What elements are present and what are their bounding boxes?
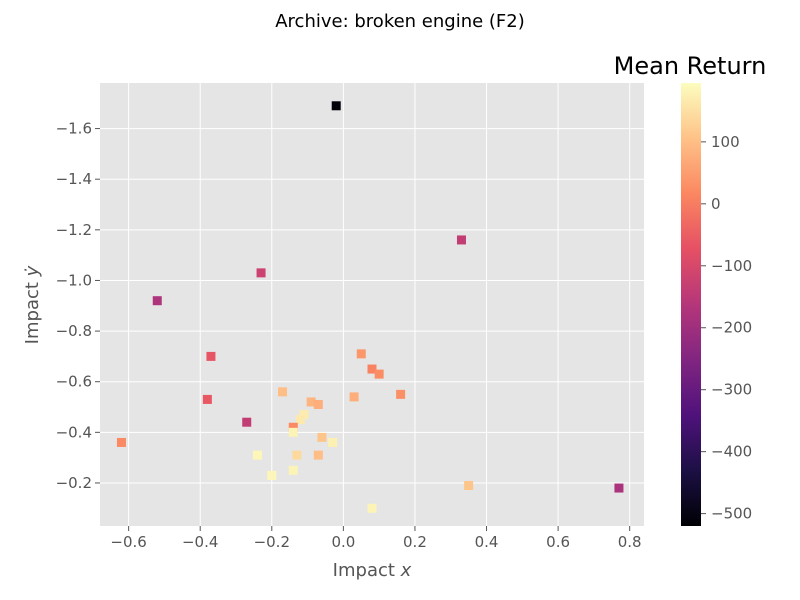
y-tick-label: −0.6 <box>56 373 92 391</box>
plot-area <box>100 83 644 526</box>
scatter-point <box>116 437 126 447</box>
y-axis: −1.6 −1.4 −1.2 −1.0 −0.8 −0.6 −0.4 −0.2 <box>56 120 100 492</box>
x-axis-label: Impact x <box>333 560 412 581</box>
scatter-point <box>256 268 266 278</box>
scatter-point <box>396 389 406 399</box>
scatter-point <box>313 399 323 409</box>
scatter-point <box>288 465 298 475</box>
y-tick-label: −1.6 <box>56 120 92 138</box>
y-tick-label: −1.0 <box>56 271 92 289</box>
scatter-point <box>288 422 298 432</box>
scatter-point <box>313 450 323 460</box>
scatter-point <box>292 450 302 460</box>
y-tick-label: −0.8 <box>56 322 92 340</box>
scatter-point <box>242 417 252 427</box>
scatter-point <box>367 503 377 513</box>
scatter-point <box>252 450 262 460</box>
x-tick-label: 0.2 <box>403 533 427 551</box>
scatter-point <box>278 387 288 397</box>
scatter-point <box>288 427 298 437</box>
scatter-point <box>306 397 316 407</box>
y-tick-label: −1.4 <box>56 170 92 188</box>
colorbar-tick-label: 0 <box>711 195 721 213</box>
colorbar-tick-label: −400 <box>711 443 752 461</box>
scatter-point <box>152 296 162 306</box>
scatter-point <box>299 410 309 420</box>
scatter-point <box>295 415 305 425</box>
colorbar-tick-label: 100 <box>711 133 740 151</box>
y-axis-label: Impact ẏ <box>22 265 43 344</box>
scatter-point <box>328 437 338 447</box>
scatter-point <box>464 480 474 490</box>
x-tick-label: 0.6 <box>546 533 570 551</box>
scatter-point <box>374 369 384 379</box>
y-tick-label: −1.2 <box>56 221 92 239</box>
scatter-point <box>456 235 466 245</box>
x-tick-label: −0.6 <box>110 533 146 551</box>
scatter-point <box>367 364 377 374</box>
colorbar-axis: 100 0 −100 −200 −300 −400 −500 <box>701 133 752 523</box>
x-axis: −0.6 −0.4 −0.2 0.0 0.2 0.4 0.6 0.8 <box>110 526 642 551</box>
colorbar-tick-label: −100 <box>711 257 752 275</box>
scatter-points <box>116 101 624 513</box>
scatter-point <box>331 101 341 111</box>
colorbar-tick-label: −200 <box>711 319 752 337</box>
x-tick-label: 0.0 <box>331 533 355 551</box>
x-tick-label: −0.4 <box>182 533 218 551</box>
scatter-point <box>317 432 327 442</box>
scatter-point <box>202 394 212 404</box>
y-tick-label: −0.4 <box>56 423 92 441</box>
scatter-point <box>614 483 624 493</box>
colorbar-tick-label: −500 <box>711 505 752 523</box>
chart-title: Archive: broken engine (F2) <box>275 11 525 32</box>
x-tick-label: 0.4 <box>475 533 499 551</box>
x-tick-label: −0.2 <box>254 533 290 551</box>
scatter-point <box>349 392 359 402</box>
grid <box>100 83 644 526</box>
colorbar-tick-label: −300 <box>711 381 752 399</box>
y-tick-label: −0.2 <box>56 474 92 492</box>
x-tick-label: 0.8 <box>618 533 642 551</box>
scatter-point <box>356 349 366 359</box>
scatter-point <box>267 470 277 480</box>
colorbar <box>681 83 701 526</box>
scatter-point <box>206 351 216 361</box>
colorbar-title: Mean Return <box>614 52 767 80</box>
